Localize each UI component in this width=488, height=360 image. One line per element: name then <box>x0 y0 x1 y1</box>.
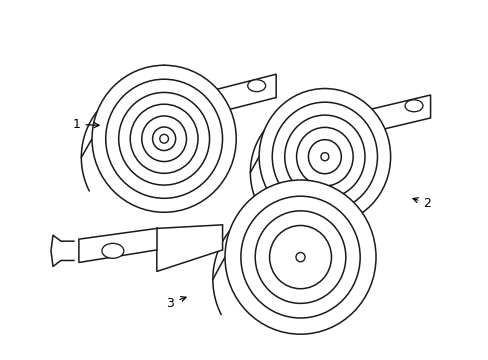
Text: 2: 2 <box>412 197 430 210</box>
Ellipse shape <box>105 79 222 198</box>
Ellipse shape <box>160 134 168 143</box>
Ellipse shape <box>142 116 186 162</box>
Ellipse shape <box>320 153 328 161</box>
Ellipse shape <box>284 115 364 198</box>
Ellipse shape <box>272 102 377 211</box>
Ellipse shape <box>404 100 422 112</box>
Ellipse shape <box>259 89 390 225</box>
Ellipse shape <box>247 80 265 92</box>
Polygon shape <box>368 95 430 133</box>
Ellipse shape <box>119 93 209 185</box>
Ellipse shape <box>224 180 375 334</box>
Ellipse shape <box>296 127 352 186</box>
Ellipse shape <box>255 211 345 303</box>
Ellipse shape <box>152 127 175 150</box>
Text: 3: 3 <box>166 297 186 310</box>
Ellipse shape <box>92 65 236 212</box>
Polygon shape <box>79 225 222 271</box>
Ellipse shape <box>102 243 123 258</box>
Ellipse shape <box>295 252 305 262</box>
Ellipse shape <box>308 140 341 174</box>
Text: 1: 1 <box>72 118 99 131</box>
Polygon shape <box>212 74 276 114</box>
Ellipse shape <box>241 196 360 318</box>
Ellipse shape <box>269 225 331 289</box>
Ellipse shape <box>130 104 198 173</box>
